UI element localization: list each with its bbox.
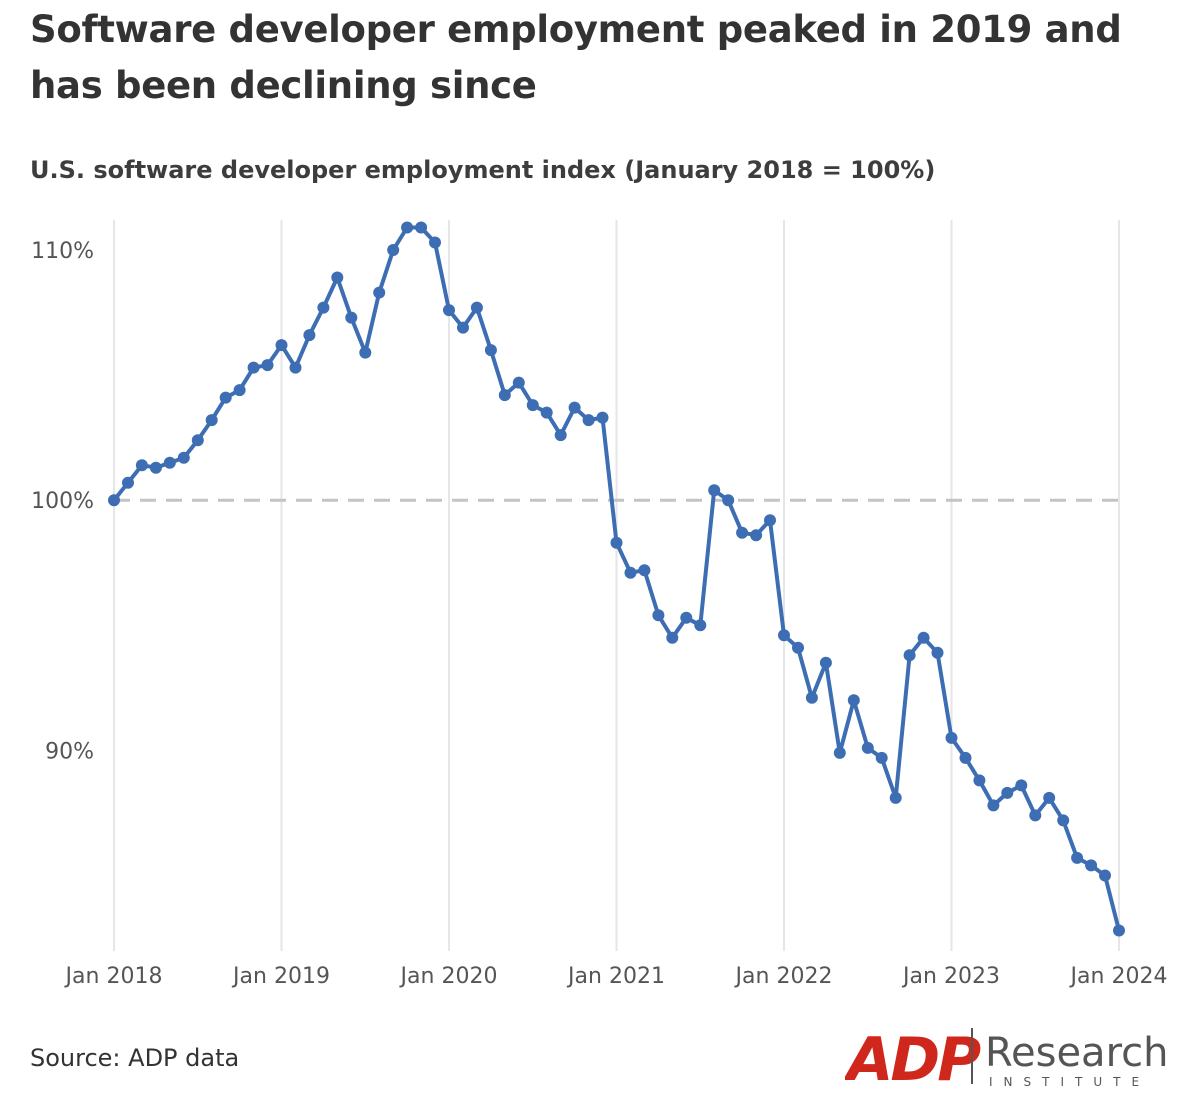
data-point [1085, 859, 1098, 872]
data-point [177, 451, 190, 464]
data-point [959, 751, 972, 764]
logo-divider [971, 1028, 973, 1084]
logo-institute-text: INSTITUTE [989, 1075, 1150, 1089]
data-point [191, 434, 204, 447]
data-point [1029, 809, 1042, 822]
data-point [373, 286, 386, 299]
data-point [973, 774, 986, 787]
data-point [568, 401, 581, 414]
series-layer [108, 221, 1125, 937]
gridlines [113, 220, 1120, 951]
data-point [680, 611, 693, 624]
x-tick-label: Jan 2020 [399, 964, 498, 989]
data-point [526, 399, 539, 412]
axis-layer: Jan 2018 Jan 2019 Jan 2020 Jan 2021 Jan 2022… [31, 239, 1167, 989]
data-point [666, 631, 679, 644]
data-point [275, 339, 288, 352]
y-tick-label: 100% [31, 489, 94, 514]
data-point [750, 529, 763, 542]
data-point [819, 656, 832, 669]
chart-title: Software developer employment peaked in … [30, 8, 1122, 107]
data-point [554, 429, 567, 442]
x-tick-label: Jan 2024 [1069, 964, 1168, 989]
data-point [861, 741, 874, 754]
data-point [317, 301, 330, 314]
data-point [736, 526, 749, 539]
data-point [415, 221, 428, 234]
data-point [1071, 851, 1084, 864]
data-point [484, 344, 497, 357]
data-point [205, 414, 218, 427]
data-point [987, 799, 1000, 812]
data-point [219, 391, 232, 404]
data-point [805, 691, 818, 704]
data-point [498, 389, 511, 402]
adp-research-institute-logo: ADP Research INSTITUTE [845, 1025, 1168, 1090]
data-point [764, 514, 776, 527]
data-point [359, 346, 372, 359]
data-point [1043, 791, 1056, 804]
data-point [889, 791, 902, 804]
x-tick-label: Jan 2019 [231, 964, 330, 989]
data-point [847, 694, 860, 707]
data-point [401, 221, 414, 234]
data-point [540, 406, 553, 419]
data-point [624, 566, 637, 579]
data-point [512, 376, 525, 389]
x-tick-label: Jan 2022 [734, 964, 833, 989]
data-point [108, 494, 120, 507]
data-point [945, 731, 958, 744]
x-tick-label: Jan 2023 [901, 964, 1000, 989]
data-point [582, 414, 595, 427]
data-point [638, 564, 651, 577]
data-point [1113, 924, 1125, 937]
data-point [443, 304, 455, 317]
x-tick-label: Jan 2021 [566, 964, 665, 989]
source-note: Source: ADP data [30, 1044, 240, 1072]
data-point [163, 456, 176, 469]
data-point [931, 646, 944, 659]
data-point [792, 641, 804, 654]
data-point [1057, 814, 1070, 827]
data-point [1015, 779, 1028, 792]
logo-research-text: Research [985, 1030, 1168, 1076]
data-point [917, 631, 930, 644]
data-point [247, 361, 260, 374]
y-tick-label: 90% [45, 739, 94, 764]
data-point [470, 301, 483, 314]
data-point [652, 609, 665, 622]
data-point [135, 459, 148, 472]
data-point [303, 329, 316, 342]
data-point [903, 649, 916, 662]
data-point [261, 359, 274, 372]
line-chart: Jan 2018 Jan 2019 Jan 2020 Jan 2021 Jan 2022… [31, 220, 1167, 989]
data-point [457, 321, 469, 334]
data-point [833, 746, 846, 759]
data-point [722, 494, 735, 507]
data-point [149, 461, 162, 474]
data-point [778, 629, 790, 642]
data-point [387, 244, 400, 256]
y-tick-label: 110% [31, 239, 94, 264]
data-point [429, 236, 441, 249]
x-tick-label: Jan 2018 [64, 964, 163, 989]
data-point [610, 536, 623, 549]
chart-subtitle: U.S. software developer employment index… [30, 156, 936, 184]
data-point [694, 619, 707, 632]
adp-logo-mark: ADP [845, 1025, 981, 1090]
data-point [122, 476, 134, 489]
data-point [1001, 786, 1014, 799]
data-point [708, 484, 721, 497]
data-point [875, 751, 888, 764]
data-point [289, 361, 302, 374]
data-point [233, 384, 246, 397]
data-point [596, 411, 609, 424]
data-point [345, 311, 358, 324]
data-point [331, 271, 344, 284]
data-point [1099, 869, 1111, 882]
